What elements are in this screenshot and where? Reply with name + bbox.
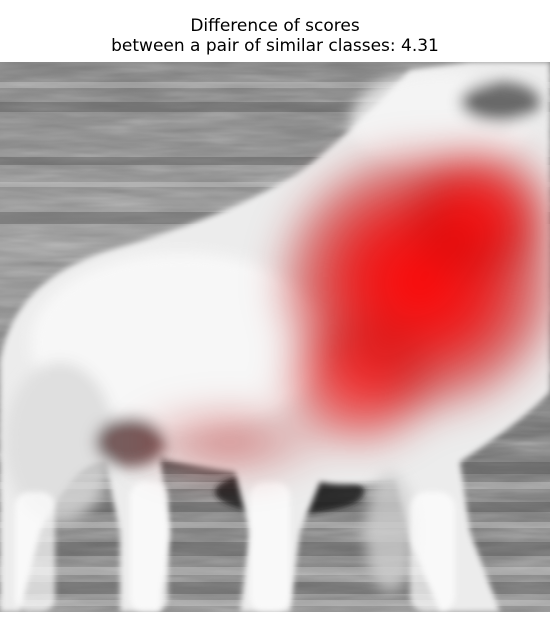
title-line-1: Difference of scores	[190, 16, 360, 36]
saliency-image	[0, 62, 550, 612]
figure-title: Difference of scores between a pair of s…	[0, 16, 550, 56]
title-line-2: between a pair of similar classes: 4.31	[111, 36, 439, 56]
